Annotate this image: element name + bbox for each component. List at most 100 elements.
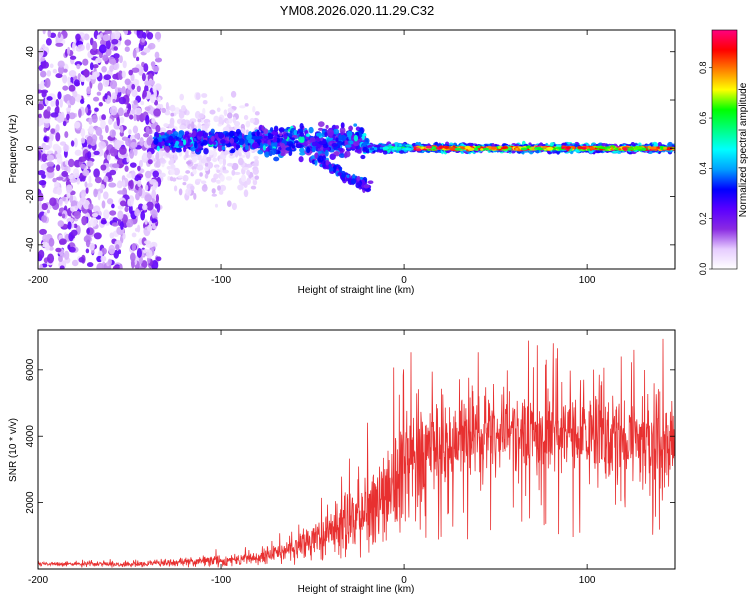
spectrogram-cell xyxy=(165,101,169,110)
spectrogram-cell xyxy=(270,127,274,132)
spectrogram-cell xyxy=(163,123,169,128)
spectrogram-cell xyxy=(38,195,44,202)
spectrogram-cell xyxy=(144,219,148,225)
x-tick-label: 0 xyxy=(401,575,407,586)
spectrogram-cell xyxy=(121,86,126,95)
spectrogram-cell xyxy=(69,193,74,204)
spectrogram-cell xyxy=(70,206,76,212)
spectrogram-cell xyxy=(305,133,310,137)
spectrogram-cell xyxy=(217,132,225,139)
spectrogram-cell xyxy=(100,255,107,262)
spectrogram-cell xyxy=(443,146,450,149)
spectrogram-cell xyxy=(48,237,55,247)
spectrogram-cell xyxy=(145,114,150,125)
spectrogram-cell xyxy=(66,113,70,121)
spectrogram-cell xyxy=(93,188,98,198)
spectrogram-cell xyxy=(104,93,108,100)
spectrogram-cell xyxy=(225,176,233,181)
spectrogram-cell xyxy=(151,218,158,223)
spectrogram-cell xyxy=(85,239,91,248)
spectrogram-cell xyxy=(675,147,680,150)
spectrogram-cell xyxy=(321,140,327,145)
spectrogram-cell xyxy=(254,175,260,180)
spectrogram-cell xyxy=(57,91,62,100)
spectrogram-cell xyxy=(618,148,622,151)
spectrogram-cell xyxy=(46,166,55,173)
spectrogram-cell xyxy=(62,120,67,127)
spectrogram-cell xyxy=(50,100,55,107)
spectrogram-cell xyxy=(500,146,507,150)
spectrogram-cell xyxy=(190,185,195,191)
spectrogram-cell xyxy=(322,163,326,168)
spectrogram-cell xyxy=(200,142,205,147)
spectrogram-cell xyxy=(121,175,126,182)
spectrogram-cell xyxy=(86,160,94,167)
spectrogram-cell xyxy=(117,205,124,210)
spectrogram-cell xyxy=(50,112,59,118)
spectrogram-cell xyxy=(252,179,258,186)
spectrogram-cell xyxy=(199,172,203,177)
spectrogram-cell xyxy=(122,232,126,240)
spectrogram-cell xyxy=(160,135,167,139)
spectrogram-cell xyxy=(156,145,160,152)
spectrogram-cell xyxy=(78,256,85,263)
spectrogram-cell xyxy=(201,93,208,98)
spectrogram-cell xyxy=(38,188,41,195)
spectrogram-cell xyxy=(622,147,628,151)
spectrogram-cell xyxy=(70,140,75,147)
colorbar-ticks: 0.0 0.2 0.4 0.6 0.8 xyxy=(698,61,712,275)
snr-x-label: Height of straight line (km) xyxy=(298,584,415,595)
spectrogram-cell xyxy=(202,100,208,105)
spectrogram-cell xyxy=(168,123,175,129)
spectrogram-cell xyxy=(185,150,189,159)
spectrogram-cell xyxy=(92,40,98,51)
spectrogram-cell xyxy=(520,147,528,151)
spectrogram-cell xyxy=(87,151,92,160)
spectrogram-cell xyxy=(204,162,209,167)
spectrogram-cell xyxy=(331,142,339,148)
spectrogram-cell xyxy=(38,170,46,176)
spectrogram-cell xyxy=(185,170,191,174)
spectrogram-cell xyxy=(153,138,159,145)
spectrogram-cell xyxy=(676,141,681,146)
spectrogram-cell xyxy=(165,139,172,144)
spectrogram-cell xyxy=(599,146,607,150)
spectrogram-cell xyxy=(246,169,251,176)
spectrogram-cell xyxy=(317,127,324,131)
spectrogram-cell xyxy=(206,161,214,169)
spectrogram-cell xyxy=(173,185,178,192)
spectrogram-cell xyxy=(109,146,118,157)
spectrogram-cell xyxy=(119,116,125,124)
spectrogram-cell xyxy=(329,131,333,139)
spectrogram-cell xyxy=(269,145,273,150)
spectrogram-cell xyxy=(401,143,406,147)
spectrogram-cell xyxy=(204,166,209,172)
spectrogram-cell xyxy=(105,47,112,57)
spectrogram-cell xyxy=(308,126,314,134)
spectrogram-cell xyxy=(136,248,142,258)
spectrogram-cell xyxy=(95,57,102,64)
spectrogram-cell xyxy=(67,158,75,168)
spectrogram-cell xyxy=(155,151,160,161)
spectrogram-cell xyxy=(57,31,62,39)
spectrogram-cell xyxy=(108,244,116,255)
spectrogram-cell xyxy=(64,131,69,139)
spectrogram-cell xyxy=(263,135,269,139)
spectrogram-cell xyxy=(148,220,152,226)
spectrogram-cell xyxy=(346,174,350,179)
spectrogram-cell xyxy=(128,129,132,135)
spectrogram-cell xyxy=(233,171,241,175)
spectrogram-cell xyxy=(179,124,186,130)
spectrogram-cell xyxy=(169,168,175,176)
colorbar-frame xyxy=(711,29,738,270)
spectrogram-cell xyxy=(38,204,42,211)
spectrogram-cell xyxy=(61,170,69,178)
spectrogram-cell xyxy=(85,42,91,51)
spectrogram-cell xyxy=(74,172,80,179)
spectrogram-cell xyxy=(382,146,389,150)
spectrogram-cell xyxy=(291,137,295,141)
spectrogram-cell xyxy=(85,248,90,254)
spectrogram-cell xyxy=(353,123,358,127)
spectrogram-cell xyxy=(109,65,114,73)
spectrogram-cell xyxy=(209,109,216,115)
